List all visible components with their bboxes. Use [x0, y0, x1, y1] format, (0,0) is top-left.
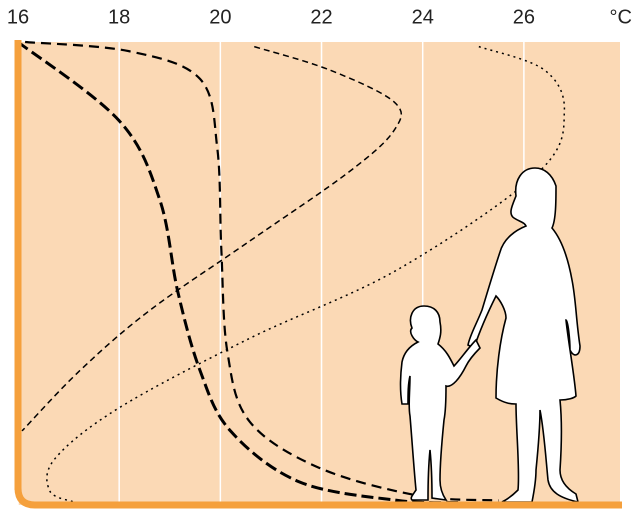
x-tick-label: 26 — [513, 6, 535, 28]
x-tick-label: 24 — [412, 6, 434, 28]
x-tick-label: 22 — [310, 6, 332, 28]
x-tick-label: 18 — [108, 6, 130, 28]
x-tick-label: 16 — [7, 6, 29, 28]
x-unit: °C — [610, 6, 632, 28]
chart: 16 18 20 22 24 26 °C — [0, 0, 642, 511]
x-tick-label: 20 — [209, 6, 231, 28]
